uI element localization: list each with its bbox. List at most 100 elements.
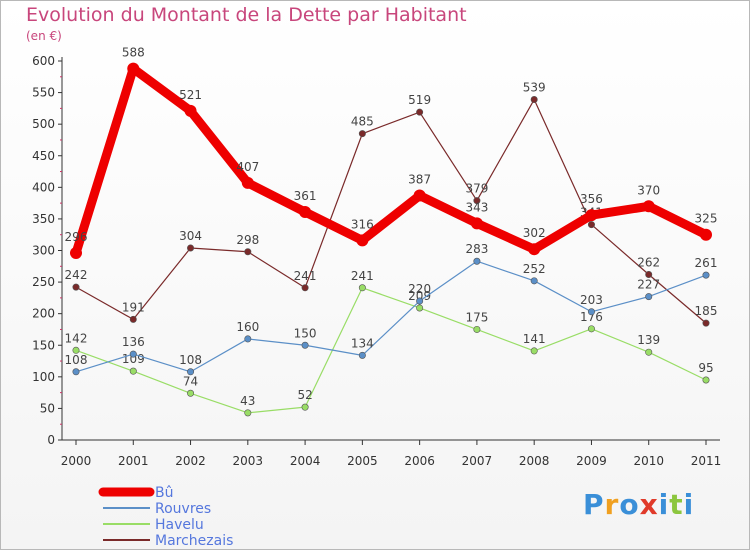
data-label: 242: [65, 268, 88, 282]
x-tick-label: 2007: [462, 454, 493, 468]
data-point: [129, 367, 137, 375]
y-tick-label: 550: [32, 86, 55, 100]
data-point: [70, 247, 82, 260]
y-tick-label: 350: [32, 212, 55, 226]
data-label: 241: [294, 269, 317, 283]
y-tick-label: 400: [32, 180, 55, 194]
data-point: [585, 209, 598, 222]
data-point: [244, 248, 252, 256]
logo-letter: i: [683, 488, 695, 521]
legend-label: Havelu: [155, 517, 204, 533]
x-tick-label: 2005: [347, 454, 378, 468]
data-point: [129, 350, 137, 358]
x-tick-label: 2006: [404, 454, 435, 468]
data-point: [129, 315, 137, 323]
logo-letter: x: [639, 488, 659, 521]
data-point: [702, 271, 710, 279]
data-point: [530, 277, 538, 285]
data-label: 227: [637, 278, 660, 292]
data-label: 316: [351, 217, 374, 231]
data-point: [528, 243, 541, 256]
data-point: [187, 368, 195, 376]
data-label: 325: [695, 212, 718, 226]
x-tick-label: 2009: [576, 454, 607, 468]
data-point: [72, 368, 80, 376]
y-tick-label: 450: [32, 149, 55, 163]
data-point: [587, 325, 595, 333]
data-label: 95: [698, 361, 713, 375]
data-point: [72, 283, 80, 291]
data-label: 588: [122, 46, 145, 60]
data-label: 185: [695, 304, 718, 318]
data-label: 43: [240, 394, 255, 408]
data-label: 261: [695, 256, 718, 270]
data-label: 74: [183, 374, 198, 388]
x-tick-label: 2000: [61, 454, 92, 468]
data-label: 343: [465, 200, 488, 214]
data-point: [416, 108, 424, 116]
data-point: [301, 284, 309, 292]
data-label: 262: [637, 256, 660, 270]
data-point: [470, 217, 483, 230]
data-label: 407: [236, 160, 259, 174]
data-label: 379: [465, 182, 488, 196]
data-label: 298: [236, 233, 259, 247]
data-label: 150: [294, 326, 317, 340]
data-label: 356: [580, 192, 603, 206]
series-line-havelu: [75, 287, 707, 414]
data-label: 52: [297, 388, 312, 402]
data-point: [645, 293, 653, 301]
y-tick-label: 300: [32, 244, 55, 258]
data-point: [413, 189, 426, 202]
data-point: [301, 403, 309, 411]
data-point: [530, 347, 538, 355]
data-point: [244, 335, 252, 343]
data-point: [587, 308, 595, 316]
x-tick-label: 2010: [633, 454, 664, 468]
x-tick-label: 2002: [175, 454, 206, 468]
legend-label: Rouvres: [155, 501, 211, 517]
data-label: 176: [580, 310, 603, 324]
data-point: [184, 104, 197, 117]
x-tick-label: 2004: [290, 454, 321, 468]
data-point: [473, 325, 481, 333]
data-point: [473, 257, 481, 265]
data-point: [72, 346, 80, 354]
data-point: [530, 96, 538, 104]
data-point: [127, 62, 140, 75]
data-label: 296: [65, 230, 88, 244]
data-label: 141: [523, 332, 546, 346]
data-point: [244, 409, 252, 417]
data-point: [645, 271, 653, 279]
data-point: [702, 376, 710, 384]
data-label: 220: [408, 282, 431, 296]
logo-letter: o: [619, 488, 640, 521]
data-label: 142: [65, 331, 88, 345]
x-tick-label: 2011: [691, 454, 722, 468]
y-tick-label: 100: [32, 370, 55, 384]
data-point: [301, 341, 309, 349]
data-label: 241: [351, 269, 374, 283]
data-point: [587, 221, 595, 229]
data-point: [473, 197, 481, 205]
data-point: [702, 319, 710, 327]
data-label: 136: [122, 335, 145, 349]
data-point: [358, 130, 366, 138]
data-label: 519: [408, 93, 431, 107]
data-label: 139: [637, 333, 660, 347]
data-point: [645, 348, 653, 356]
data-label: 108: [65, 353, 88, 367]
y-tick-label: 600: [32, 54, 55, 68]
data-label: 283: [465, 242, 488, 256]
data-label: 304: [179, 229, 202, 243]
x-tick-label: 2008: [519, 454, 550, 468]
proxiti-logo: Proxiti: [583, 488, 694, 521]
y-tick-label: 500: [32, 117, 55, 131]
data-point: [416, 304, 424, 312]
data-point: [358, 351, 366, 359]
y-tick-label: 150: [32, 338, 55, 352]
data-label: 370: [637, 183, 660, 197]
series-line-marchezais: [75, 98, 707, 324]
y-tick-label: 0: [47, 433, 55, 447]
data-label: 302: [523, 226, 546, 240]
